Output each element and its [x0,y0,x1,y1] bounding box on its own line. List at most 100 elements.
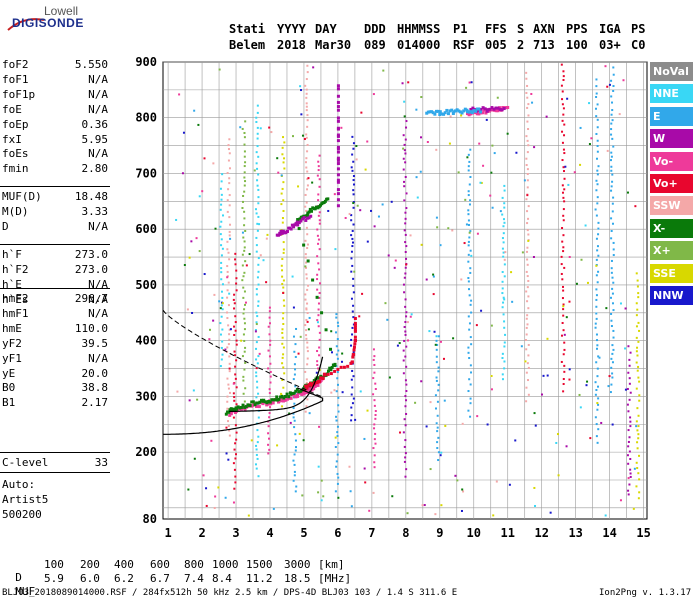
noise-dot [350,414,353,417]
param-value: 2.80 [81,162,109,176]
param-name: foEs [2,147,29,161]
noise-dot [597,270,600,273]
noise-dot [336,383,339,386]
noise-dot [188,399,191,402]
noise-dot [595,78,598,81]
noise-dot [410,313,413,316]
noise-dot [219,225,222,228]
noise-dot [596,281,599,284]
noise-dot [562,214,565,217]
noise-dot [398,342,401,345]
noise-dot [305,92,308,95]
noise-dot [469,402,472,405]
param-value: N/A [88,219,108,233]
trace-point [451,112,455,116]
trace-point [289,392,293,396]
trace-point [324,328,328,332]
noise-dot [401,82,404,85]
noise-dot [568,300,571,303]
noise-dot [294,490,297,493]
noise-dot [595,258,598,261]
trace-point [336,180,340,184]
noise-dot [534,424,537,427]
noise-dot [269,381,272,384]
noise-dot [233,302,236,305]
trace-point [280,231,284,235]
noise-dot [306,247,309,250]
trace-point [346,364,350,368]
trace-point [301,217,305,221]
x-tick-label: 6 [334,526,341,540]
noise-dot [579,126,582,129]
noise-dot [503,298,506,301]
noise-dot [190,240,193,243]
noise-dot [404,251,407,254]
noise-dot [542,374,545,377]
noise-dot [305,261,308,264]
noise-dot [301,494,304,497]
noise-dot [366,140,369,143]
noise-dot [562,107,565,110]
noise-dot [534,504,537,507]
trace-point [336,188,340,192]
noise-dot [294,355,297,358]
distance-unit: [km] [318,558,345,571]
noise-dot [560,255,563,258]
noise-dot [304,205,307,208]
noise-dot [235,359,238,362]
noise-dot [525,270,528,273]
trace-point [467,110,471,114]
noise-dot [256,184,259,187]
noise-dot [612,309,615,312]
noise-dot [317,214,320,217]
noise-dot [596,118,599,121]
noise-dot [228,333,231,336]
noise-dot [525,77,528,80]
noise-dot [221,340,224,343]
noise-dot [257,270,260,273]
trace-point [490,106,494,110]
noise-dot [352,201,355,204]
noise-dot [256,137,259,140]
trace-point [502,107,506,111]
noise-dot [317,325,320,328]
trace-point [305,386,309,390]
param-name: h`Es [2,292,29,306]
noise-dot [291,135,294,138]
noise-dot [330,330,333,333]
noise-dot [336,357,339,360]
noise-dot [629,416,632,419]
noise-dot [610,267,613,270]
noise-dot [629,351,632,354]
noise-dot [568,255,571,258]
noise-dot [242,286,245,289]
noise-dot [527,307,530,310]
noise-dot [352,323,355,326]
noise-dot [503,258,506,261]
noise-dot [209,328,212,331]
noise-dot [629,457,632,460]
noise-dot [255,371,258,374]
noise-dot [281,275,284,278]
noise-dot [627,477,630,480]
trace-point [440,112,444,116]
noise-dot [307,284,310,287]
noise-dot [305,273,308,276]
noise-dot [595,157,598,160]
trace-point [271,401,275,405]
noise-dot [242,194,245,197]
noise-dot [404,266,407,269]
noise-dot [595,389,598,392]
noise-dot [590,137,593,140]
noise-dot [213,293,216,296]
noise-dot [257,202,260,205]
noise-dot [255,375,258,378]
noise-dot [295,446,298,449]
noise-dot [388,376,391,379]
noise-dot [373,404,376,407]
noise-dot [404,424,407,427]
noise-dot [561,297,564,300]
noise-dot [527,343,530,346]
noise-dot [282,353,285,356]
noise-dot [492,514,495,517]
